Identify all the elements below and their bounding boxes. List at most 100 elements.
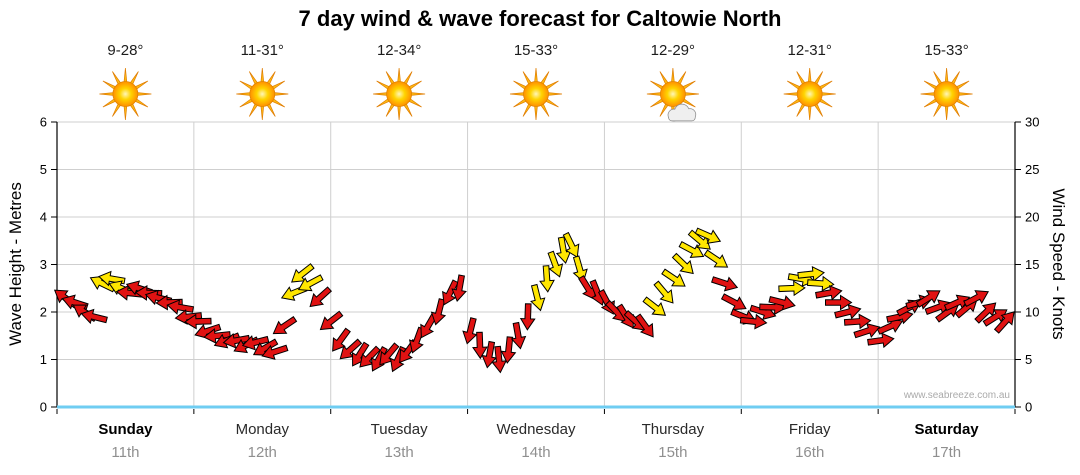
wind-arrow: [462, 317, 478, 345]
wind-arrow: [711, 276, 739, 292]
wind-arrow: [451, 274, 467, 303]
wind-arrow: [993, 311, 1015, 334]
wind-arrow: [768, 295, 796, 311]
sun-ray: [373, 92, 389, 96]
wind-arrow: [319, 310, 344, 331]
wind-arrow: [339, 338, 363, 360]
wind-speed-tick-label: 0: [1025, 400, 1032, 415]
wind-arrow: [547, 250, 564, 278]
wind-arrow: [539, 265, 555, 293]
wind-arrow: [510, 321, 527, 350]
wind-arrow: [853, 323, 881, 339]
wind-arrow: [815, 284, 843, 301]
day-name-label: Monday: [235, 421, 289, 438]
wind-arrow: [678, 241, 705, 258]
sun-ray: [783, 92, 800, 96]
wind-arrow: [797, 265, 825, 282]
temperature-range: 12-29°: [650, 42, 696, 59]
day-date-label: 17th: [931, 444, 962, 461]
wind-arrow: [876, 318, 904, 335]
wind-speed-tick-label: 15: [1025, 257, 1039, 272]
wave-height-tick-label: 3: [40, 257, 47, 272]
sun-ray: [820, 92, 836, 96]
wind-arrow: [867, 332, 895, 349]
wind-arrow: [134, 285, 163, 301]
day-name-label: Sunday: [98, 421, 153, 438]
wind-arrow: [166, 299, 195, 315]
wind-arrow: [519, 303, 536, 331]
sun-icon: [99, 67, 152, 121]
sun-ray: [397, 67, 401, 84]
wind-arrow: [843, 313, 872, 330]
wind-arrow: [297, 274, 324, 292]
partly-cloudy-icon: [646, 67, 699, 122]
sun-ray: [957, 92, 973, 96]
day-name-label: Friday: [788, 421, 831, 438]
wind-arrow: [634, 313, 654, 338]
sun-icon: [783, 67, 836, 121]
sun-ray: [683, 92, 699, 96]
wind-speed-tick-label: 5: [1025, 352, 1032, 367]
day-name-label: Thursday: [641, 421, 705, 438]
wind-arrow: [720, 293, 747, 311]
temperature-range: 12-34°: [376, 42, 422, 59]
watermark: www.seabreeze.com.au: [903, 390, 1010, 401]
sun-icon: [920, 67, 973, 121]
wind-arrow: [184, 313, 212, 330]
temperature-range: 9-28°: [107, 42, 144, 59]
day-date-label: 14th: [521, 444, 551, 461]
sun-core: [796, 81, 823, 107]
wind-arrow: [778, 280, 806, 297]
wind-arrow: [963, 290, 990, 308]
wind-arrow: [222, 332, 251, 349]
wind-arrow: [203, 328, 231, 344]
sun-ray: [671, 67, 675, 84]
wind-arrow: [834, 303, 862, 320]
wind-arrow: [687, 229, 711, 250]
sun-ray: [807, 104, 812, 121]
wind-arrow: [825, 294, 853, 311]
wave-height-tick-label: 6: [40, 115, 47, 130]
sun-ray: [509, 92, 526, 96]
wave-height-tick-label: 4: [40, 210, 47, 225]
wind-arrow: [642, 296, 667, 316]
day-name-label: Wednesday: [496, 421, 576, 438]
sun-ray: [807, 67, 812, 84]
sun-core: [386, 81, 413, 107]
wind-arrow: [739, 313, 768, 330]
day-date-label: 12th: [247, 444, 277, 461]
sun-ray: [99, 92, 115, 96]
sun-ray: [123, 67, 128, 84]
wind-arrow: [442, 279, 459, 306]
wind-arrow: [261, 344, 289, 360]
wind-arrow: [671, 252, 694, 275]
wind-arrow: [491, 345, 508, 374]
sun-core: [660, 81, 686, 107]
sun-ray: [236, 92, 252, 96]
wind-arrow: [915, 290, 941, 308]
wave-height-tick-label: 1: [40, 352, 47, 367]
wind-arrow: [653, 280, 674, 304]
sun-ray: [534, 67, 538, 84]
day-date-label: 11th: [111, 444, 140, 461]
sun-ray: [944, 104, 949, 121]
wind-arrow: [661, 268, 686, 287]
wind-arrow: [241, 335, 270, 351]
wind-arrow: [562, 231, 580, 259]
wind-arrow: [309, 286, 333, 308]
wind-arrow: [555, 236, 572, 265]
wind-arrow: [291, 263, 315, 283]
wave-height-tick-label: 2: [40, 305, 47, 320]
wave-height-tick-label: 0: [40, 400, 47, 415]
sun-ray: [646, 92, 663, 96]
wind-speed-tick-label: 10: [1025, 305, 1039, 320]
sun-icon: [373, 67, 426, 121]
day-name-label: Saturday: [914, 421, 979, 438]
cloud-icon: [667, 103, 697, 122]
temperature-range: 11-31°: [240, 42, 284, 59]
day-date-label: 13th: [384, 444, 414, 461]
wind-arrow: [472, 331, 488, 360]
wind-arrow: [272, 316, 298, 335]
sun-ray: [944, 67, 949, 84]
